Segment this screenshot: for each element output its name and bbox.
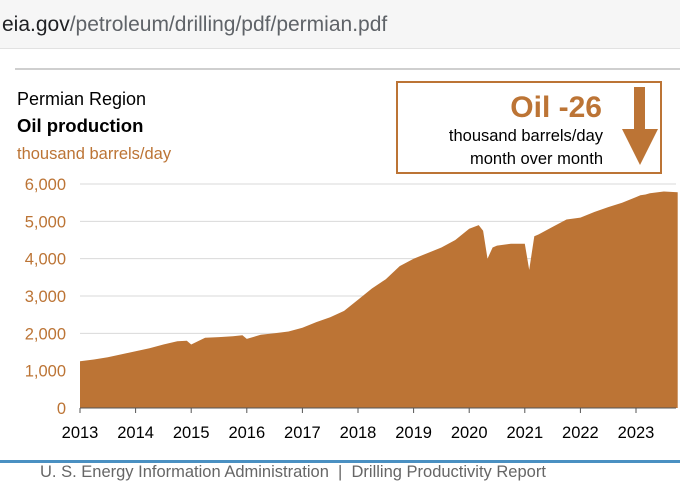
footer-rule xyxy=(0,460,680,463)
x-tick-label: 2023 xyxy=(618,424,655,442)
y-tick-label: 3,000 xyxy=(25,288,66,306)
callout-title: Oil -26 xyxy=(510,91,602,124)
x-axis-ticks: 2013 2014 2015 2016 2017 2018 2019 2020 2021 2022… xyxy=(62,408,655,442)
callout-units: thousand barrels/day xyxy=(448,127,603,145)
callout-period: month over month xyxy=(470,150,603,168)
x-tick-label: 2018 xyxy=(340,424,377,442)
url-text[interactable]: eia.gov/petroleum/drilling/pdf/permian.p… xyxy=(2,13,387,37)
y-tick-label: 4,000 xyxy=(25,251,66,269)
production-area xyxy=(80,191,678,408)
top-rule xyxy=(15,68,680,70)
x-tick-label: 2019 xyxy=(395,424,432,442)
url-path: /petroleum/drilling/pdf/permian.pdf xyxy=(69,13,388,36)
x-tick-label: 2015 xyxy=(173,424,210,442)
monthly-change-callout: Oil -26 thousand barrels/day month over … xyxy=(396,81,662,174)
y-tick-label: 0 xyxy=(57,400,66,418)
chart-title: Oil production xyxy=(17,115,144,136)
footer-source: U. S. Energy Information Administration … xyxy=(40,463,546,481)
y-tick-label: 2,000 xyxy=(25,325,66,343)
x-tick-label: 2016 xyxy=(228,424,265,442)
url-host: eia.gov xyxy=(2,13,70,36)
y-tick-label: 5,000 xyxy=(25,213,66,231)
x-tick-label: 2020 xyxy=(451,424,488,442)
x-tick-label: 2022 xyxy=(562,424,599,442)
y-tick-label: 1,000 xyxy=(25,363,66,381)
y-axis-ticks: 0 1,000 2,000 3,000 4,000 5,000 6,000 xyxy=(25,176,66,418)
x-tick-label: 2014 xyxy=(117,424,154,442)
down-arrow-icon xyxy=(622,87,658,165)
x-tick-label: 2021 xyxy=(506,424,543,442)
chart-subtitle: Permian Region xyxy=(17,89,147,109)
y-axis-units-label: thousand barrels/day xyxy=(17,145,172,163)
address-bar[interactable]: eia.gov/petroleum/drilling/pdf/permian.p… xyxy=(0,0,680,49)
oil-production-chart: 0 1,000 2,000 3,000 4,000 5,000 6,000 2013 2014… xyxy=(25,176,678,442)
x-tick-label: 2013 xyxy=(62,424,99,442)
y-tick-label: 6,000 xyxy=(25,176,66,194)
x-tick-label: 2017 xyxy=(284,424,321,442)
